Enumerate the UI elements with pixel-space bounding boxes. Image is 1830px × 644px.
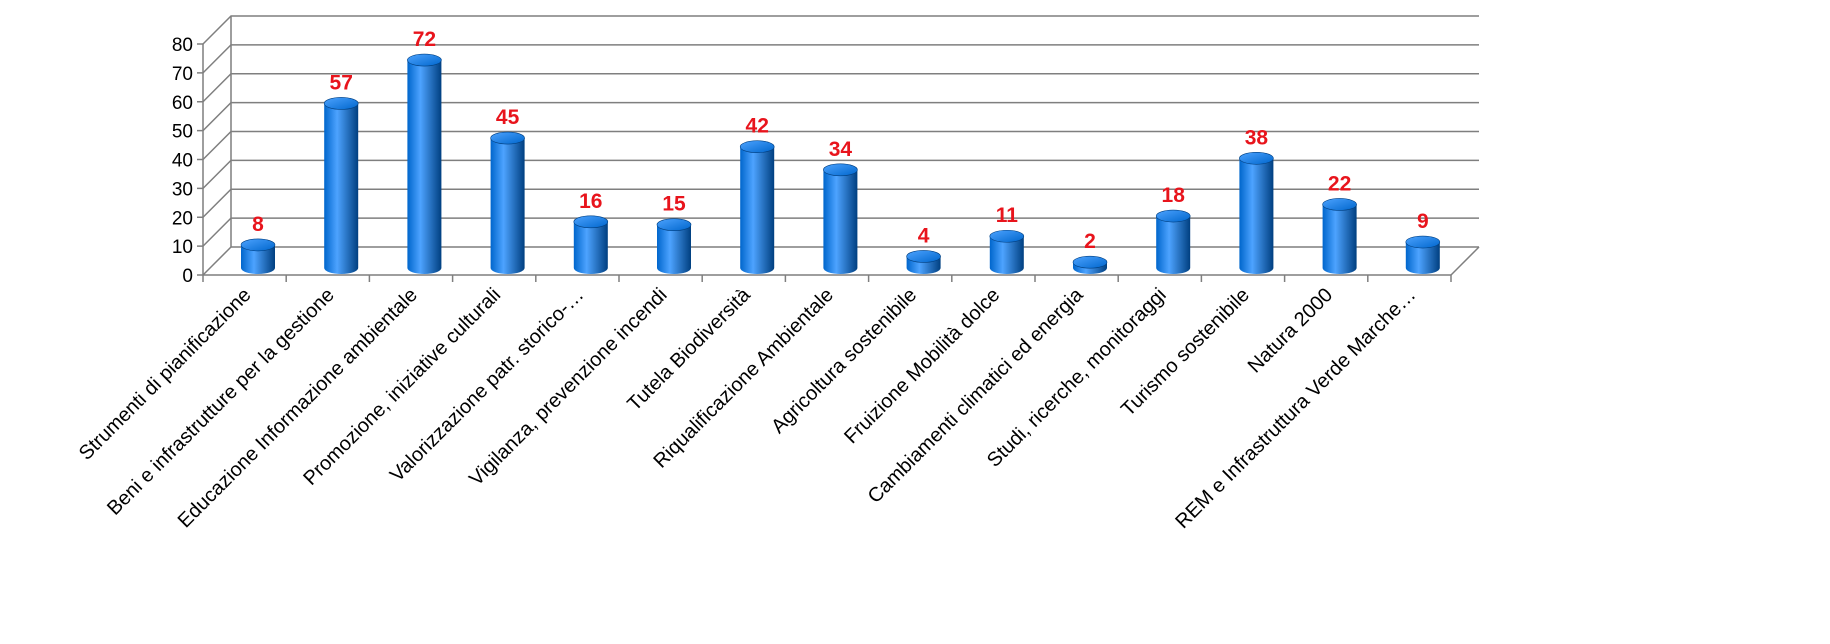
bar-series: [240, 53, 1441, 274]
gridline: [202, 44, 1479, 74]
bar: [656, 218, 692, 274]
y-tick-label: 0: [182, 266, 193, 287]
x-category-label: Studi, ricerche, monitoraggi: [983, 284, 1171, 472]
data-label: 45: [496, 106, 520, 129]
data-label: 15: [662, 193, 686, 216]
data-label: 8: [252, 213, 264, 236]
y-tick-label: 60: [172, 93, 193, 114]
gridline: [202, 15, 1479, 45]
x-category-label: Strumenti di pianificazione: [75, 284, 256, 465]
bar-top: [739, 140, 775, 154]
y-tick-label: 40: [172, 151, 193, 172]
bar-top: [1155, 209, 1191, 223]
bar-body: [740, 140, 775, 274]
bar-top: [407, 53, 442, 67]
y-tick-label: 50: [172, 122, 193, 143]
y-tick-label: 10: [172, 237, 193, 258]
data-label: 38: [1245, 126, 1269, 149]
data-label: 4: [918, 224, 930, 247]
bar: [1405, 235, 1441, 274]
bar: [1072, 255, 1108, 274]
bar: [407, 53, 442, 274]
y-tick-label: 30: [172, 179, 193, 200]
bar: [1322, 198, 1357, 274]
x-category-label: Riqualificazione Ambientale: [649, 284, 838, 473]
bar-body: [324, 97, 359, 274]
gridline: [202, 159, 1479, 189]
bar: [989, 229, 1025, 274]
gridline: [202, 130, 1479, 161]
bar-top: [323, 97, 359, 110]
bar-body: [1239, 152, 1274, 274]
data-label: 57: [330, 71, 353, 94]
data-label: 22: [1328, 172, 1351, 195]
bar-body: [657, 218, 691, 274]
bar-body: [1156, 210, 1191, 274]
bar-top: [656, 218, 692, 231]
floor-right-edge: [1450, 246, 1480, 276]
x-category-label: Fruizione Mobilità dolce: [840, 284, 1004, 448]
y-tick-label: 20: [172, 208, 193, 229]
bar: [1239, 151, 1274, 274]
x-category-label: Natura 2000: [1244, 284, 1337, 377]
bar: [1155, 209, 1191, 274]
gridline: [202, 188, 1479, 218]
bar: [906, 250, 941, 274]
data-label: 42: [746, 115, 769, 138]
bar-body: [573, 215, 608, 274]
bar-top: [1239, 151, 1274, 165]
bar-top: [1322, 198, 1357, 211]
gridline: [202, 73, 1479, 103]
data-label: 2: [1084, 230, 1096, 253]
data-label: 34: [829, 138, 853, 161]
bar: [573, 215, 609, 274]
gridline: [202, 101, 1479, 132]
bar-top: [1072, 255, 1108, 269]
bar-body: [407, 54, 442, 274]
bar-top: [906, 250, 941, 263]
y-axis-ticks: 0 10 20 30 40 50 60 70 80: [172, 35, 203, 287]
data-label: 16: [579, 190, 602, 213]
bar-body: [1322, 198, 1357, 274]
data-label: 11: [996, 204, 1019, 227]
bar-top: [573, 215, 609, 229]
data-label: 72: [413, 28, 436, 51]
x-category-label: Agricoltura sostenibile: [767, 284, 921, 438]
bar: [739, 140, 775, 274]
y-tick-label: 70: [172, 64, 193, 85]
bar: [323, 97, 359, 274]
floor-left-edge: [202, 246, 232, 276]
y-tick-label: 80: [172, 35, 193, 56]
bar-top: [1405, 235, 1441, 249]
bar-top: [240, 238, 276, 252]
bar-top: [989, 229, 1025, 243]
bar-top: [823, 163, 858, 177]
bar-body: [490, 132, 525, 274]
bar-top: [490, 131, 525, 145]
gridline: [202, 217, 1479, 247]
bar: [823, 163, 858, 274]
data-labels: 8 57 72 45 16 15 42 34 4 11 2 18 38 22 9: [252, 28, 1428, 253]
data-label: 18: [1162, 184, 1186, 207]
data-label: 9: [1417, 210, 1429, 233]
bar-body: [823, 163, 858, 274]
bar: [490, 131, 525, 274]
bar: [240, 238, 276, 274]
